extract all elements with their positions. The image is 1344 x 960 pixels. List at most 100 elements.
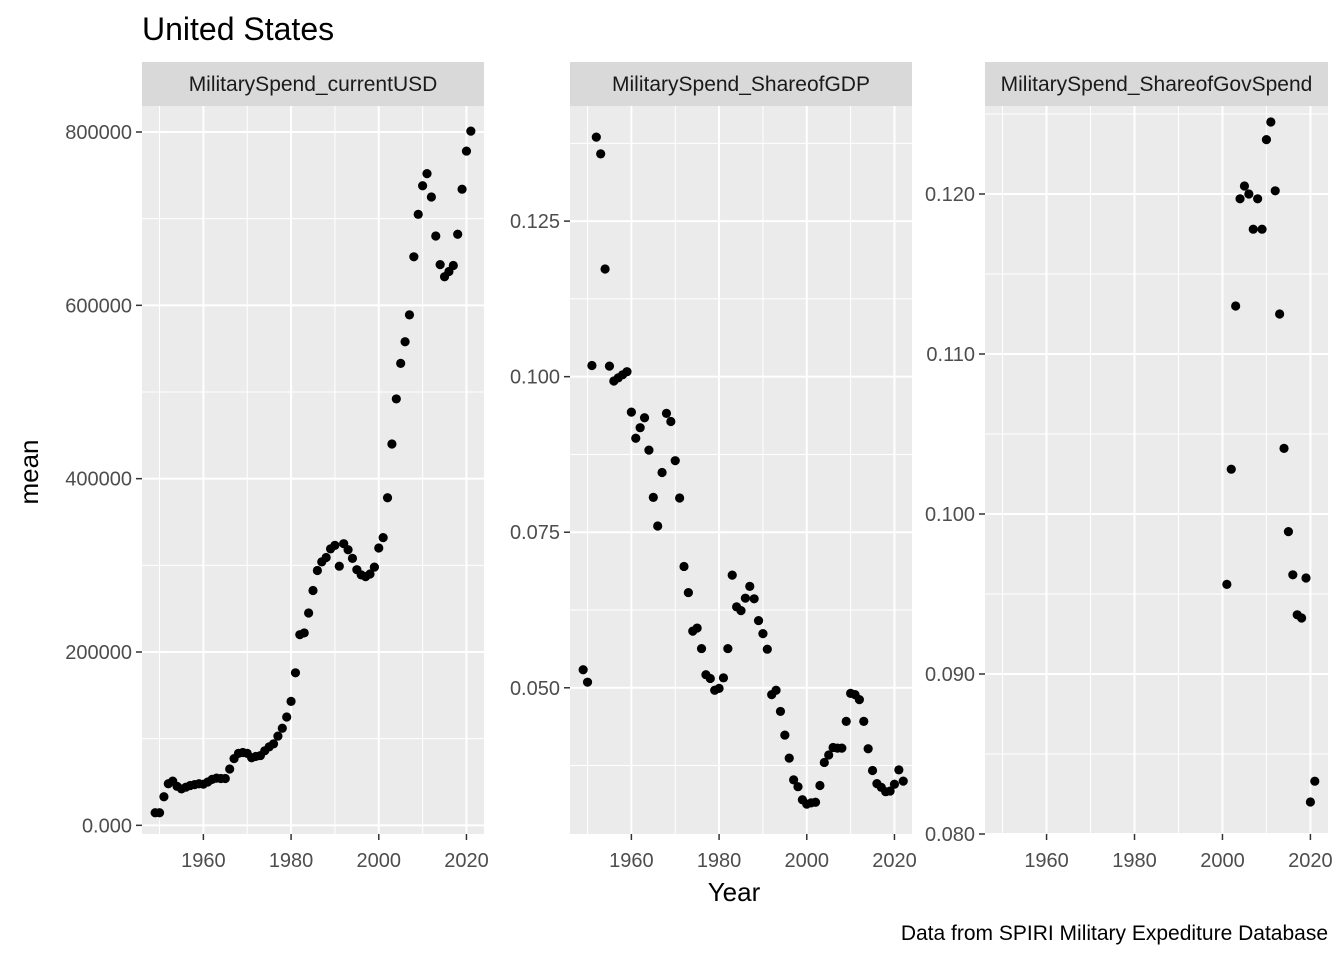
data-point [867,765,878,776]
data-point [819,757,829,768]
panel-background [570,106,912,834]
data-point [1288,570,1298,580]
data-point [824,750,834,760]
data-point [714,683,724,694]
data-point [648,492,658,502]
data-point [639,413,650,423]
data-point [435,260,445,270]
data-point [418,181,428,191]
data-point [1301,573,1311,583]
data-point [670,456,680,466]
x-tick-label: 1980 [697,850,742,872]
facet-strip [985,62,1328,106]
x-tick-label: 1980 [1112,850,1157,872]
data-point [784,753,794,763]
data-point [400,337,410,347]
data-point [596,149,606,159]
x-tick-label: 1980 [269,850,314,872]
y-tick-label: 0.100 [925,504,975,526]
y-tick-label: 0.120 [925,184,975,206]
data-point [409,252,419,262]
y-tick-label: 0.050 [510,678,560,700]
data-point [1226,464,1236,474]
y-tick-label: 0.090 [925,664,975,686]
data-point [282,712,292,722]
data-point [837,743,847,753]
x-axis-title: Year [708,877,761,907]
y-tick-label: 800000 [65,122,132,144]
data-point [330,540,340,551]
data-point [466,126,476,136]
data-point [762,644,772,654]
data-point [1231,301,1241,311]
chart-caption: Data from SPIRI Military Expediture Data… [901,922,1328,945]
data-point [894,765,904,775]
data-point [347,553,358,564]
data-point [775,706,786,717]
y-tick-label: 0.075 [510,522,560,544]
data-point [859,716,869,726]
data-point [304,608,314,618]
y-tick-label: 400000 [65,469,132,491]
data-point [780,730,790,740]
data-point [1266,117,1276,127]
x-tick-label: 2000 [357,850,402,872]
data-point [736,606,746,616]
data-point [422,169,432,179]
data-point [582,677,593,687]
data-point [382,493,393,503]
facet-panels: MilitarySpend_currentUSD 1960 1980 2000 2020… [65,62,1333,872]
data-point [666,416,676,427]
data-point [413,209,423,219]
data-point [299,628,309,638]
y-tick-label: 0.110 [926,344,975,366]
data-point [1283,527,1294,537]
data-point [815,780,825,791]
data-point [635,423,645,433]
data-point [692,623,702,633]
data-point [578,665,588,675]
data-point [1248,224,1258,234]
y-tick-label: 0.080 [925,824,975,846]
data-point [789,775,799,785]
panel-background [985,106,1328,834]
x-tick-label: 1960 [609,850,654,872]
facet-strip [142,62,484,106]
data-point [1261,135,1272,145]
data-point [653,521,663,531]
data-point [718,673,729,683]
data-point [749,594,759,604]
data-point [679,561,689,572]
data-point [591,132,601,142]
data-point [740,593,750,603]
data-point [220,773,230,784]
x-tick-label: 2020 [872,850,917,872]
data-point [1297,613,1307,623]
y-tick-label: 0.100 [510,367,560,389]
data-point [810,797,821,807]
data-point [604,361,615,371]
data-point [771,685,781,695]
y-axis-title: mean [14,439,44,504]
y-tick-label: 600000 [65,295,132,317]
data-point [286,696,296,707]
facet-panel: MilitarySpend_currentUSD 1960 1980 2000 2020… [65,62,489,872]
x-tick-label: 1960 [181,850,226,872]
data-point [1244,189,1254,199]
data-point [225,764,235,774]
facet-strip-label: MilitarySpend_ShareofGovSpend [1001,73,1313,96]
data-point [1235,194,1245,204]
data-point [885,786,895,796]
data-point [1222,579,1232,590]
data-point [863,744,873,754]
data-point [268,739,279,749]
data-point [587,360,597,371]
data-point [1275,309,1285,319]
data-point [334,561,344,571]
data-point [290,668,301,678]
facet-panel: MilitarySpend_ShareofGDP 1960 1980 2000 2020… [510,62,917,872]
data-point [1270,186,1280,196]
data-point [683,587,693,598]
data-point [600,264,610,274]
